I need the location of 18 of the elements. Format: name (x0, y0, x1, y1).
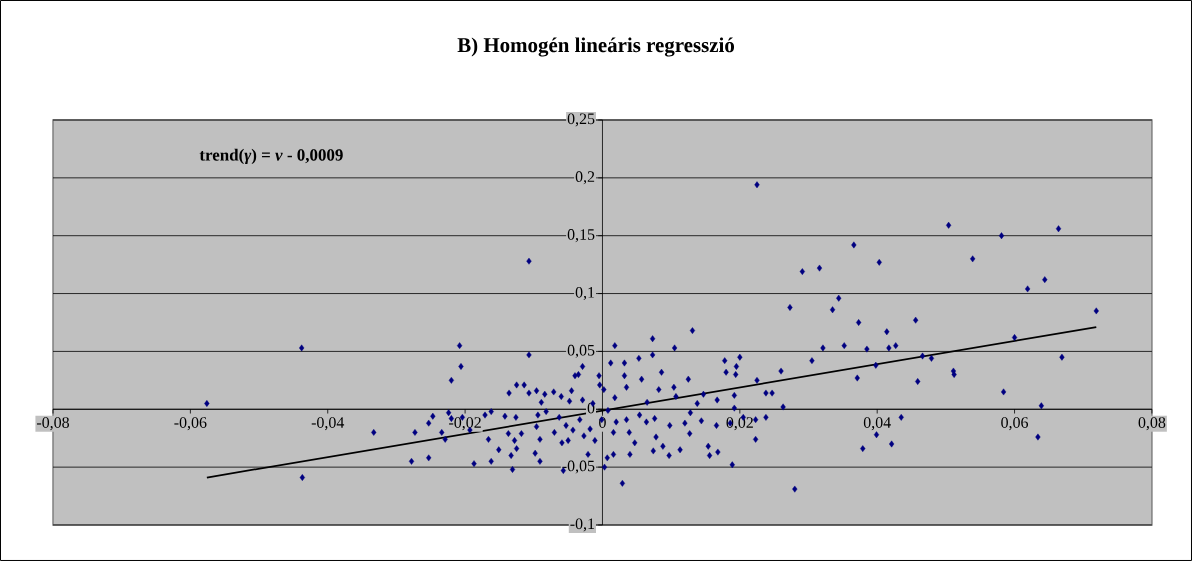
x-tick-label: -0,04 (311, 417, 345, 431)
y-tick-label: 0,25 (567, 113, 595, 127)
y-tick-label: 0,2 (575, 171, 595, 185)
x-tick-label: -0,02 (449, 417, 481, 431)
chart-title: B) Homogén lineáris regresszió (457, 37, 735, 57)
x-tick-label: 0,06 (1001, 417, 1029, 431)
x-tick-label: -0,06 (174, 417, 207, 431)
y-tick-label: 0,15 (567, 229, 595, 243)
x-tick-label: 0,04 (863, 417, 891, 431)
x-tick-label: 0,02 (726, 417, 753, 431)
y-tick-label: 0,1 (575, 286, 595, 301)
x-tick-label: -0,08 (37, 417, 69, 431)
text: trend(γ) = ν - 0,0009 (199, 148, 343, 165)
x-tick-label: 0 (599, 417, 606, 428)
y-tick-label: 0,05 (567, 344, 595, 358)
y-tick-label: -0,05 (562, 460, 595, 474)
x-tick-label: 0,08 (1138, 417, 1166, 431)
y-tick-label: -0,1 (570, 518, 595, 532)
